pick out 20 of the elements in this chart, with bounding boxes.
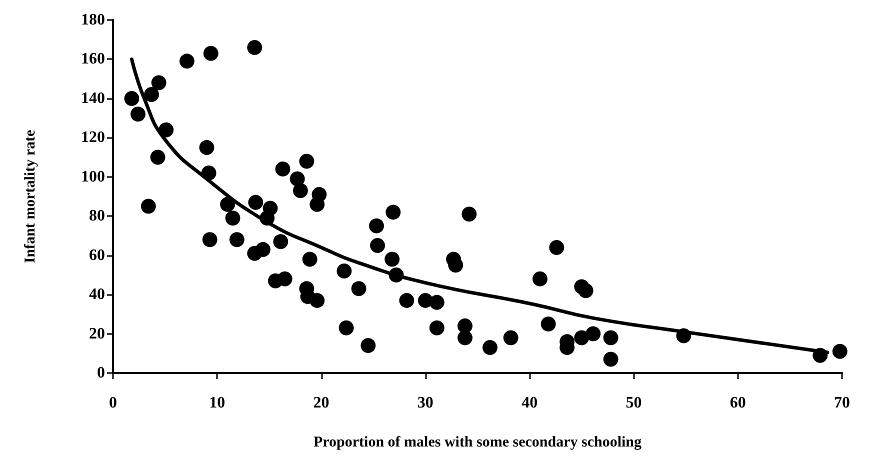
y-tick-label: 160 [81, 50, 105, 68]
x-tick-label: 30 [417, 394, 434, 412]
x-tick-label: 40 [522, 394, 538, 412]
y-axis-title: Infant mortality rate [22, 130, 38, 264]
x-axis-title: Proportion of males with some secondary schooling [313, 434, 642, 450]
x-tick-label: 0 [109, 394, 117, 412]
x-tick-label: 50 [626, 394, 642, 412]
y-tick-label: 140 [81, 90, 105, 107]
x-tick-label: 60 [730, 394, 746, 412]
y-tick-label: 80 [89, 208, 105, 225]
y-tick-label: 120 [81, 129, 105, 146]
y-tick-label: 180 [81, 12, 105, 28]
x-tick-label: 10 [209, 394, 226, 412]
y-tick-label: 0 [97, 364, 105, 382]
x-tick-label: 20 [313, 394, 330, 412]
y-tick-label: 20 [89, 325, 105, 342]
x-tick-label: 70 [834, 394, 850, 412]
y-tick-label: 60 [89, 246, 105, 264]
y-tick-label: 40 [89, 286, 105, 304]
y-tick-label: 100 [81, 168, 105, 186]
